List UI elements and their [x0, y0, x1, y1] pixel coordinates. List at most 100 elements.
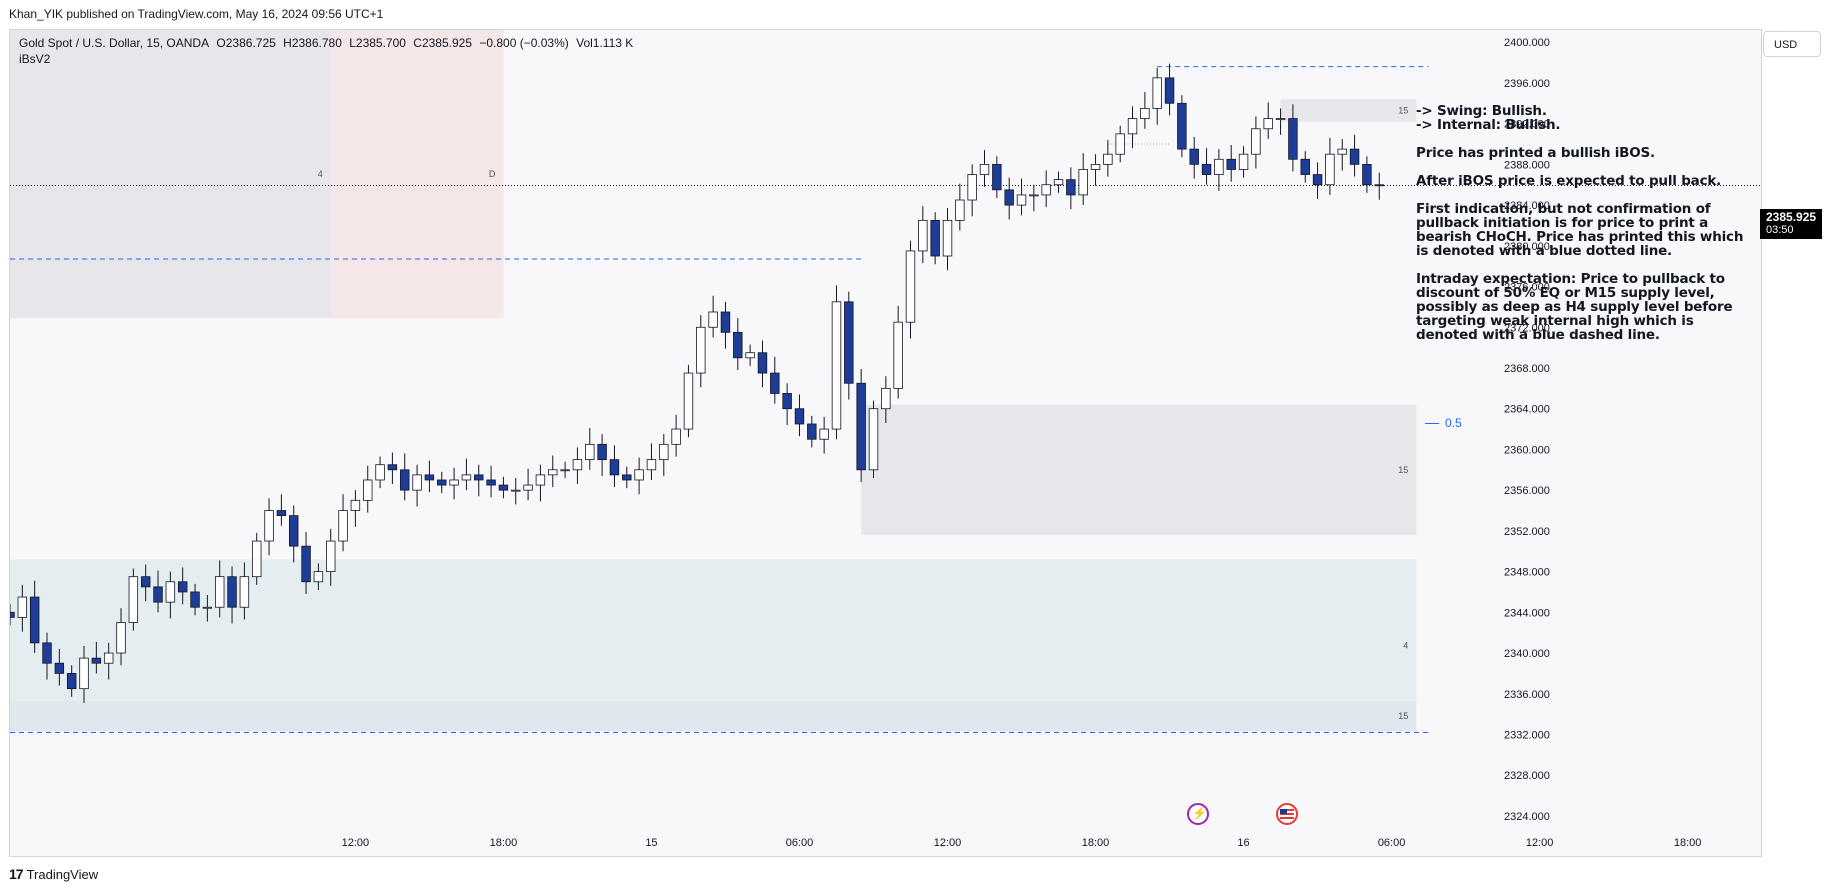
eq-label: 0.5: [1425, 416, 1462, 430]
candle-body-49: [609, 459, 620, 476]
candle-body-65: [807, 423, 817, 440]
indicator-legend[interactable]: iBsV2: [19, 52, 51, 66]
lines-layer: [10, 66, 1761, 733]
candle-body-110: [1362, 163, 1372, 186]
candle-body-98: [1214, 158, 1224, 175]
eq-dash: [1425, 423, 1439, 425]
candle-body-70: [868, 408, 879, 471]
candle-body-111: [1374, 184, 1384, 187]
y-tick-label-11: 2356.000: [1504, 485, 1550, 497]
candle-body-6: [79, 657, 89, 690]
candle-body-62: [770, 372, 780, 394]
zone-label-1: D: [489, 169, 496, 179]
us-flag-icon[interactable]: [1276, 803, 1298, 825]
x-tick-label-5: 18:00: [1082, 837, 1110, 849]
candle-body-26: [326, 540, 336, 572]
candle-body-73: [905, 250, 916, 323]
candle-body-23: [289, 515, 299, 547]
y-tick-label-15: 2340.000: [1504, 648, 1550, 660]
tradingview-logo[interactable]: 17 TradingView: [9, 866, 98, 882]
candle-body-17: [214, 576, 225, 608]
zone-2: [861, 404, 1417, 535]
candle-body-103: [1275, 118, 1286, 120]
candle-body-100: [1238, 153, 1249, 170]
candle-body-80: [992, 163, 1002, 191]
x-axis: 12:00 18:00 15 06:00 12:00 18:00 16 06:00 12:00 1…: [342, 837, 1702, 849]
zone-1: [330, 30, 504, 319]
candle-body-71: [881, 387, 891, 410]
candle-body-89: [1103, 153, 1113, 165]
candle-body-46: [572, 459, 583, 471]
last-price-value: 2385.925: [1766, 210, 1817, 224]
candle-body-19: [239, 576, 250, 608]
candle-body-18: [227, 576, 237, 608]
x-tick-label-8: 12:00: [1526, 837, 1554, 849]
currency-button[interactable]: USD: [1763, 31, 1821, 57]
x-tick-label-2: 15: [645, 837, 657, 849]
eq-value: 0.5: [1445, 416, 1462, 430]
candle-body-97: [1201, 163, 1212, 175]
candle-body-55: [683, 372, 694, 430]
y-tick-label-9: 2364.000: [1504, 404, 1550, 416]
candle-body-31: [387, 464, 398, 471]
candle-body-51: [634, 469, 644, 481]
x-tick-label-6: 16: [1237, 837, 1249, 849]
y-tick-label-8: 2368.000: [1504, 363, 1550, 375]
candle-body-66: [819, 428, 829, 440]
y-tick-label-2: 2392.000: [1504, 119, 1550, 131]
candle-body-57: [708, 311, 718, 328]
candle-body-74: [918, 219, 928, 252]
candle-body-82: [1016, 194, 1027, 206]
flash-icon[interactable]: [1187, 803, 1209, 825]
y-tick-label-19: 2324.000: [1504, 811, 1550, 823]
candle-body-1: [17, 596, 28, 618]
candle-body-60: [745, 352, 755, 359]
symbol-legend[interactable]: Gold Spot / U.S. Dollar, 15, OANDA O2386…: [19, 36, 637, 50]
candle-body-92: [1140, 107, 1150, 119]
x-tick-label-4: 12:00: [934, 837, 962, 849]
candle-body-40: [498, 484, 509, 491]
candle-body-54: [671, 428, 681, 445]
ohlc-low: L2385.700: [349, 36, 406, 50]
candle-body-58: [720, 311, 731, 333]
zone-0: [10, 30, 331, 319]
candle-body-93: [1152, 77, 1162, 109]
zone-label-3: 4: [1403, 640, 1408, 650]
y-tick-label-1: 2396.000: [1504, 78, 1550, 90]
zone-label-2: 15: [1398, 465, 1408, 475]
symbol-name: Gold Spot / U.S. Dollar, 15, OANDA: [19, 36, 210, 50]
candle-body-45: [560, 469, 570, 472]
candle-body-87: [1078, 169, 1088, 196]
candle-body-85: [1053, 179, 1064, 186]
candle-body-81: [1004, 189, 1014, 206]
price-chart[interactable]: 4 D 15 4 15 15 2400.000 2396.000 2392.000 2388.0…: [10, 30, 1761, 856]
y-tick-label-10: 2360.000: [1504, 444, 1550, 456]
candle-body-76: [942, 219, 953, 257]
chart-pane[interactable]: 4 D 15 4 15 15 2400.000 2396.000 2392.000 2388.0…: [9, 29, 1762, 857]
candle-body-67: [831, 301, 842, 430]
publisher-line: Khan_YIK published on TradingView.com, M…: [9, 7, 384, 21]
candle-body-9: [116, 622, 126, 654]
y-tick-label-14: 2344.000: [1504, 607, 1550, 619]
candle-body-99: [1226, 158, 1236, 170]
candle-body-5: [66, 673, 77, 690]
candle-body-20: [251, 540, 262, 578]
candle-body-32: [400, 469, 410, 491]
x-tick-label-0: 12:00: [342, 837, 370, 849]
candle-body-29: [363, 479, 373, 501]
candle-body-24: [301, 545, 311, 583]
bar-countdown: 03:50: [1766, 224, 1794, 236]
y-tick-label-0: 2400.000: [1504, 37, 1550, 49]
candle-body-64: [794, 408, 805, 425]
candle-body-33: [412, 474, 422, 491]
candle-body-44: [548, 469, 558, 476]
candle-body-95: [1177, 102, 1187, 150]
candle-body-28: [350, 499, 361, 511]
candle-body-78: [967, 174, 977, 201]
candle-body-2: [29, 596, 40, 644]
candle-body-12: [153, 586, 163, 603]
y-tick-label-7: 2372.000: [1504, 322, 1550, 334]
candle-body-52: [646, 459, 657, 471]
x-tick-label-1: 18:00: [490, 837, 518, 849]
candle-body-68: [844, 301, 854, 384]
